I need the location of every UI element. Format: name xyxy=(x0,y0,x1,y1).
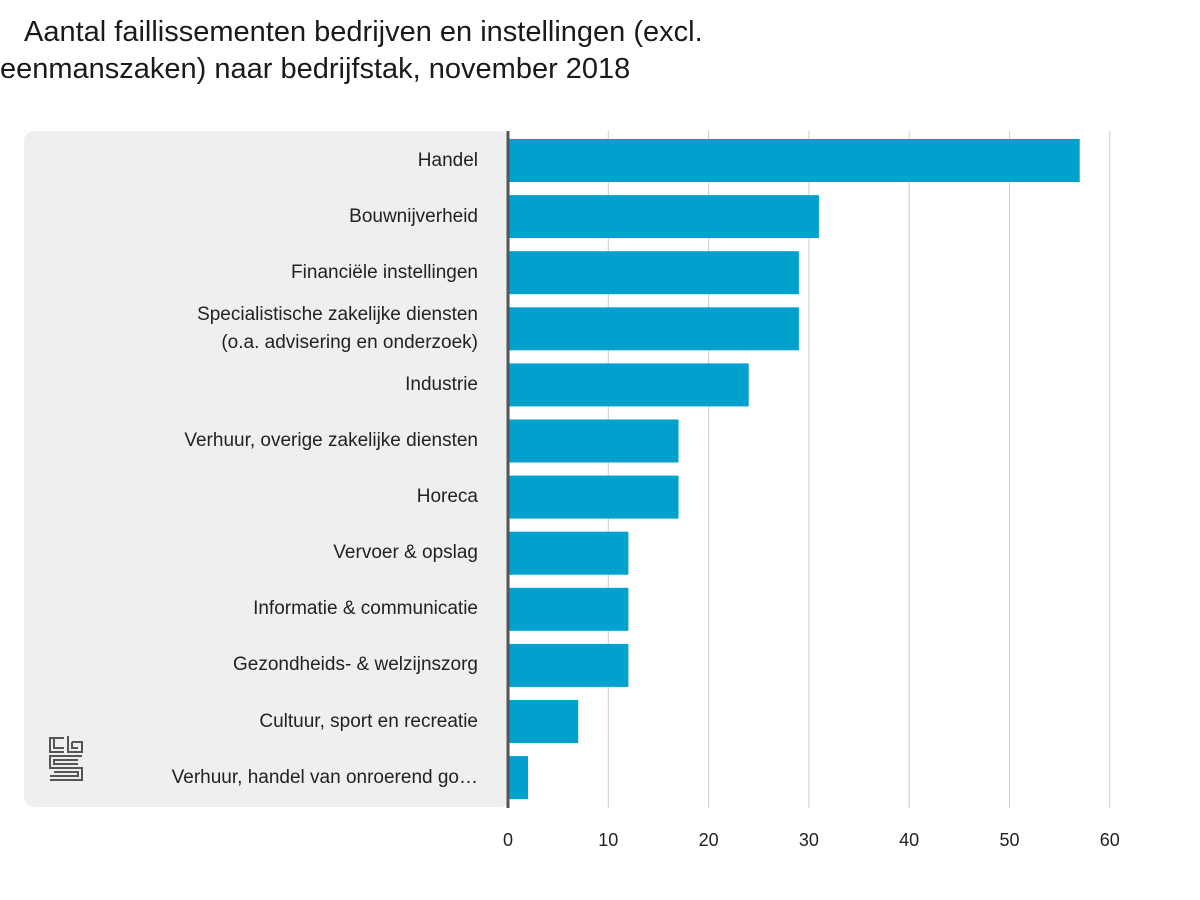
category-label-line: Verhuur, handel van onroerend go… xyxy=(171,766,478,788)
bar-3 xyxy=(508,251,799,295)
bar-2 xyxy=(508,195,819,239)
category-label: Specialistische zakelijke diensten (o.a. … xyxy=(197,301,478,357)
category-label-line: Financiële instellingen xyxy=(291,261,478,283)
category-label-line: Specialistische zakelijke diensten xyxy=(197,303,478,325)
bar-4 xyxy=(508,307,799,351)
x-tick-label: 30 xyxy=(799,830,819,850)
bar-7 xyxy=(508,475,679,519)
chart-title: Aantal faillissementen bedrijven en inst… xyxy=(0,14,900,88)
x-tick-label: 40 xyxy=(899,830,919,850)
category-label-line: Bouwnijverheid xyxy=(349,205,478,227)
category-label: Industrie xyxy=(405,371,478,399)
category-label-panel xyxy=(24,131,510,807)
bar-9 xyxy=(508,587,629,631)
x-tick-label: 10 xyxy=(598,830,618,850)
category-label-line: Informatie & communicatie xyxy=(253,598,478,620)
category-label: Financiële instellingen xyxy=(291,259,478,287)
category-label: Verhuur, overige zakelijke diensten xyxy=(184,427,478,455)
bar-1 xyxy=(508,139,1080,182)
x-tick-label: 50 xyxy=(999,830,1019,850)
chart-title-line-2: eenmanszaken) naar bedrijfstak, november… xyxy=(0,53,631,85)
category-label: Bouwnijverheid xyxy=(349,203,478,231)
category-label: Informatie & communicatie xyxy=(253,595,478,623)
x-tick-label: 20 xyxy=(699,830,719,850)
category-label: Cultuur, sport en recreatie xyxy=(259,708,478,736)
bar-12 xyxy=(508,756,529,800)
cbs-logo-icon xyxy=(49,736,83,781)
category-label-line: Cultuur, sport en recreatie xyxy=(259,710,478,732)
chart-title-line-1: Aantal faillissementen bedrijven en inst… xyxy=(24,16,703,48)
bar-5 xyxy=(508,363,749,407)
category-label-line: Verhuur, overige zakelijke diensten xyxy=(184,430,478,451)
bar-11 xyxy=(508,700,579,743)
category-label-line: Horeca xyxy=(416,486,478,508)
category-label: Horeca xyxy=(417,483,478,511)
category-label-line: Handel xyxy=(417,149,478,171)
x-tick-label: 60 xyxy=(1100,830,1120,850)
category-label-line: Gezondheids- & welzijnszorg xyxy=(232,654,478,676)
category-label-line: Vervoer & opslag xyxy=(333,542,478,564)
category-label: Handel xyxy=(418,147,478,175)
category-label: Gezondheids- & welzijnszorg xyxy=(233,651,478,679)
category-label: Vervoer & opslag xyxy=(333,539,478,567)
bar-10 xyxy=(508,643,629,687)
category-label-line: (o.a. advisering en onderzoek) xyxy=(221,331,478,353)
category-label-line: Industrie xyxy=(405,373,478,395)
category-label: Verhuur, handel van onroerend go… xyxy=(172,764,478,792)
bar-6 xyxy=(508,419,679,463)
bar-8 xyxy=(508,531,629,575)
x-tick-label: 0 xyxy=(503,830,513,850)
